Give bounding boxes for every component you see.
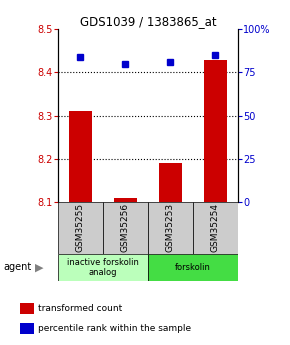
Text: GSM35256: GSM35256	[121, 203, 130, 252]
Bar	[148, 202, 193, 254]
Bar	[204, 59, 226, 202]
Text: GSM35255: GSM35255	[76, 203, 85, 252]
Bar	[20, 323, 34, 334]
Bar	[103, 202, 148, 254]
Bar	[58, 254, 148, 281]
Bar	[20, 303, 34, 314]
Bar	[159, 163, 182, 202]
Bar	[148, 254, 238, 281]
Bar	[69, 111, 92, 202]
Bar	[114, 197, 137, 202]
Text: ▶: ▶	[35, 263, 44, 272]
Bar	[193, 202, 238, 254]
Text: agent: agent	[3, 263, 31, 272]
Bar	[58, 202, 103, 254]
Text: percentile rank within the sample: percentile rank within the sample	[38, 324, 191, 333]
Text: GSM35253: GSM35253	[166, 203, 175, 252]
Text: forskolin: forskolin	[175, 263, 211, 272]
Text: inactive forskolin
analog: inactive forskolin analog	[67, 258, 139, 277]
Text: transformed count: transformed count	[38, 304, 122, 313]
Title: GDS1039 / 1383865_at: GDS1039 / 1383865_at	[79, 15, 216, 28]
Text: GSM35254: GSM35254	[211, 203, 220, 252]
